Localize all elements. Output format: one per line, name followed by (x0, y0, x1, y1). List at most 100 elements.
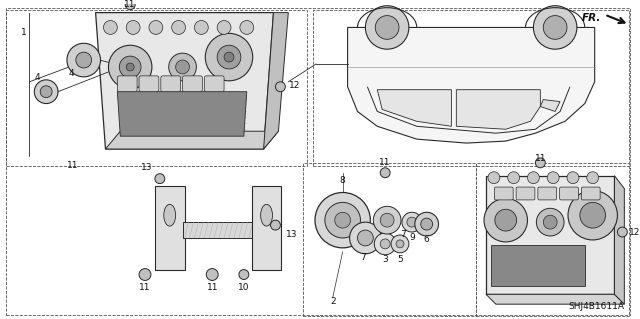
Circle shape (373, 206, 401, 234)
Circle shape (217, 20, 231, 34)
Text: 11: 11 (124, 0, 136, 9)
Polygon shape (486, 294, 625, 304)
Circle shape (380, 239, 390, 249)
Circle shape (358, 230, 373, 246)
Ellipse shape (164, 204, 175, 226)
Circle shape (508, 172, 520, 184)
FancyBboxPatch shape (516, 187, 535, 200)
FancyBboxPatch shape (581, 187, 600, 200)
Polygon shape (540, 100, 560, 111)
Text: 9: 9 (409, 234, 415, 242)
Text: 13: 13 (285, 231, 297, 240)
Polygon shape (182, 222, 253, 238)
Polygon shape (106, 131, 278, 149)
Text: 1: 1 (20, 28, 26, 37)
Polygon shape (614, 176, 625, 304)
Circle shape (543, 16, 567, 39)
Circle shape (271, 220, 280, 230)
Circle shape (396, 240, 404, 248)
Circle shape (567, 172, 579, 184)
Text: 4: 4 (35, 73, 40, 82)
Polygon shape (456, 90, 540, 129)
Circle shape (224, 52, 234, 62)
FancyBboxPatch shape (139, 76, 159, 92)
Circle shape (155, 174, 164, 184)
Text: 11: 11 (207, 283, 218, 292)
Text: 11: 11 (380, 158, 391, 167)
Circle shape (169, 53, 196, 81)
FancyBboxPatch shape (117, 76, 137, 92)
Circle shape (126, 20, 140, 34)
Circle shape (349, 222, 381, 254)
Text: 7: 7 (360, 253, 366, 262)
Circle shape (205, 33, 253, 81)
Text: FR.: FR. (582, 12, 601, 23)
Text: 12: 12 (628, 227, 640, 236)
Circle shape (533, 6, 577, 49)
Polygon shape (252, 186, 282, 270)
Text: 4: 4 (68, 70, 74, 78)
Circle shape (119, 56, 141, 78)
Circle shape (374, 233, 396, 255)
Text: 8: 8 (340, 176, 346, 185)
Circle shape (543, 215, 557, 229)
Text: 3: 3 (382, 255, 388, 264)
Circle shape (172, 20, 186, 34)
Circle shape (40, 86, 52, 98)
Text: 13: 13 (141, 163, 153, 172)
Circle shape (415, 212, 438, 236)
Circle shape (335, 212, 351, 228)
Circle shape (175, 60, 189, 74)
FancyBboxPatch shape (161, 76, 180, 92)
Circle shape (35, 80, 58, 104)
Circle shape (420, 218, 433, 230)
Circle shape (568, 190, 618, 240)
Polygon shape (95, 13, 273, 149)
FancyBboxPatch shape (182, 76, 202, 92)
Polygon shape (377, 90, 451, 126)
Circle shape (315, 192, 371, 248)
Circle shape (239, 270, 249, 279)
Polygon shape (155, 186, 184, 270)
Text: 11: 11 (140, 283, 151, 292)
Text: 6: 6 (424, 235, 429, 244)
Circle shape (380, 213, 394, 227)
Circle shape (536, 208, 564, 236)
Circle shape (149, 20, 163, 34)
Text: 5: 5 (397, 255, 403, 264)
Circle shape (375, 16, 399, 39)
FancyBboxPatch shape (204, 76, 224, 92)
Text: SHJ4B1611A: SHJ4B1611A (568, 302, 625, 311)
Circle shape (67, 43, 100, 77)
Text: 11: 11 (534, 154, 546, 163)
Polygon shape (264, 13, 288, 149)
Circle shape (495, 209, 516, 231)
Circle shape (195, 20, 208, 34)
Circle shape (527, 172, 540, 184)
Ellipse shape (260, 204, 273, 226)
Polygon shape (486, 176, 614, 294)
Text: 2: 2 (330, 297, 335, 306)
Text: 7: 7 (400, 231, 406, 240)
Circle shape (547, 172, 559, 184)
Polygon shape (117, 92, 247, 136)
Circle shape (76, 52, 92, 68)
Circle shape (104, 20, 117, 34)
FancyBboxPatch shape (538, 187, 557, 200)
FancyBboxPatch shape (494, 187, 513, 200)
Circle shape (536, 158, 545, 168)
Circle shape (206, 269, 218, 280)
Polygon shape (348, 27, 595, 143)
Circle shape (125, 0, 135, 10)
Circle shape (139, 269, 151, 280)
Text: 11: 11 (67, 161, 79, 170)
Circle shape (484, 198, 527, 242)
FancyBboxPatch shape (559, 187, 579, 200)
Circle shape (108, 45, 152, 89)
Circle shape (587, 172, 598, 184)
Circle shape (391, 235, 409, 253)
Circle shape (126, 63, 134, 71)
Circle shape (365, 6, 409, 49)
Circle shape (618, 227, 627, 237)
Circle shape (217, 45, 241, 69)
